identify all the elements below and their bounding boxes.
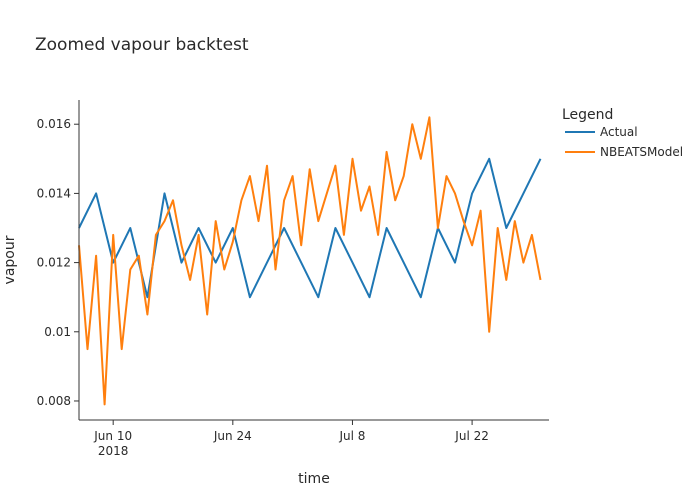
legend-title: Legend bbox=[562, 107, 613, 123]
series-lines bbox=[78, 116, 542, 406]
legend-label: Actual bbox=[600, 125, 638, 139]
y-tick-label: 0.008 bbox=[37, 394, 71, 408]
x-tick-label: Jul 22 bbox=[454, 429, 489, 443]
chart-title: Zoomed vapour backtest bbox=[35, 35, 249, 55]
x-tick-label: Jul 8 bbox=[338, 429, 365, 443]
x-axis-label: time bbox=[298, 471, 330, 487]
series-line-nbeatsmodel bbox=[78, 116, 542, 406]
legend-items: Actual NBEATSModel bbox=[565, 125, 683, 159]
series-line-actual bbox=[78, 157, 542, 299]
y-tick-label: 0.012 bbox=[37, 256, 71, 270]
legend-label: NBEATSModel bbox=[600, 145, 683, 159]
x-tick-label: Jun 24 bbox=[213, 429, 252, 443]
legend: Legend Actual NBEATSModel bbox=[562, 107, 683, 159]
y-axis-label: vapour bbox=[2, 235, 18, 284]
y-tick-label: 0.01 bbox=[44, 325, 71, 339]
y-ticks: 0.008 0.01 0.012 0.014 0.016 bbox=[37, 117, 79, 408]
x-tick-label: Jun 10 bbox=[93, 429, 132, 443]
plot-area bbox=[78, 116, 542, 406]
x-tick-sublabel: 2018 bbox=[98, 444, 129, 458]
y-tick-label: 0.016 bbox=[37, 117, 71, 131]
y-tick-label: 0.014 bbox=[37, 186, 71, 200]
